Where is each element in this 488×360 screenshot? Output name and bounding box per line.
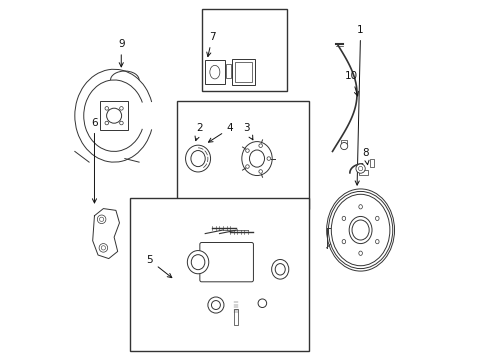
Circle shape [99,217,103,221]
Ellipse shape [207,297,224,313]
Ellipse shape [187,251,208,274]
Circle shape [245,149,249,152]
Text: 9: 9 [118,39,124,67]
Text: 8: 8 [362,148,368,165]
Circle shape [101,246,105,250]
Bar [234,62,251,82]
Circle shape [97,215,106,224]
Ellipse shape [211,301,220,310]
Ellipse shape [185,145,210,172]
Circle shape [258,144,262,148]
Bar [369,158,373,167]
Ellipse shape [275,264,285,275]
Ellipse shape [348,216,371,244]
Ellipse shape [242,141,272,176]
Circle shape [340,143,347,150]
Circle shape [105,107,108,110]
Bar [358,170,367,175]
Bar [225,64,231,78]
Ellipse shape [331,194,389,266]
Ellipse shape [375,216,378,221]
Ellipse shape [106,108,122,123]
Text: 1: 1 [354,25,363,185]
Text: 3: 3 [243,123,252,140]
Circle shape [120,121,123,125]
Ellipse shape [271,260,288,279]
Circle shape [99,244,107,252]
Circle shape [266,157,270,160]
Bar [130,198,308,351]
Bar [233,309,238,325]
Text: 6: 6 [91,118,98,203]
Ellipse shape [328,192,392,269]
Circle shape [105,121,108,125]
Ellipse shape [209,65,220,79]
Text: 10: 10 [345,71,358,96]
Circle shape [358,166,362,171]
Bar [231,59,255,85]
Bar [205,60,224,84]
Circle shape [120,107,123,110]
Text: 5: 5 [146,255,171,278]
Circle shape [258,299,266,307]
Ellipse shape [190,150,205,167]
Bar [201,9,287,91]
FancyBboxPatch shape [100,102,128,130]
Bar [176,102,308,208]
Ellipse shape [191,255,204,270]
Ellipse shape [358,204,362,209]
Text: 7: 7 [206,32,215,57]
Ellipse shape [326,189,394,271]
Bar [340,140,346,144]
Text: 2: 2 [195,123,203,141]
Ellipse shape [342,239,345,244]
Ellipse shape [375,239,378,244]
Text: 4: 4 [208,123,233,142]
Circle shape [258,170,262,173]
FancyBboxPatch shape [200,243,253,282]
Circle shape [355,164,365,173]
Ellipse shape [249,150,264,167]
Circle shape [245,165,249,168]
Ellipse shape [342,216,345,221]
Ellipse shape [358,251,362,255]
